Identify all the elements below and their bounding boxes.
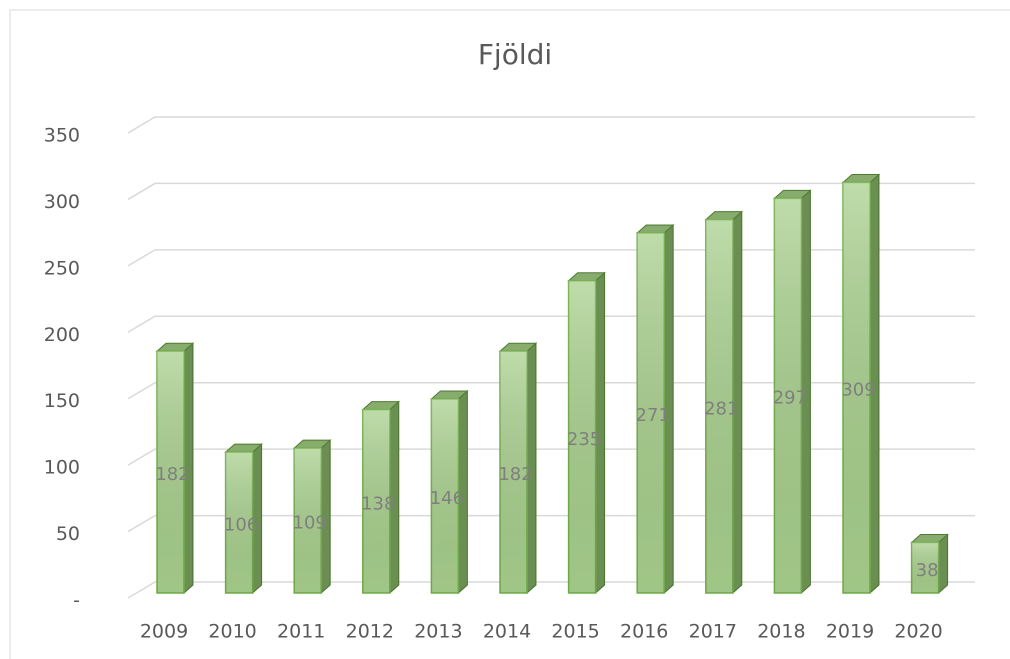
bar-gloss bbox=[843, 182, 870, 593]
grid-line bbox=[127, 315, 975, 333]
bar-top-shade bbox=[431, 391, 468, 400]
x-tick-label: 2016 bbox=[620, 621, 668, 643]
data-label: 281 bbox=[704, 398, 738, 419]
bar-side-shade bbox=[664, 224, 674, 593]
bar-gloss bbox=[774, 198, 802, 593]
data-label: 106 bbox=[224, 515, 258, 536]
y-tick-label: - bbox=[73, 590, 80, 612]
grid-line bbox=[127, 381, 975, 400]
x-tick-label: 2010 bbox=[208, 621, 256, 643]
x-tick-label: 2011 bbox=[277, 621, 325, 643]
grid-line bbox=[127, 581, 975, 599]
grid-line bbox=[127, 514, 975, 533]
x-tick-label: 2020 bbox=[894, 621, 942, 643]
bar-side-shade bbox=[184, 343, 193, 593]
grid-line bbox=[127, 249, 975, 267]
bar-top-shade bbox=[157, 343, 193, 352]
x-tick-label: 2019 bbox=[826, 621, 874, 643]
grid-line bbox=[127, 182, 975, 201]
x-tick-label: 2012 bbox=[346, 621, 394, 643]
chart-frame bbox=[9, 9, 1010, 659]
bar-gloss bbox=[637, 232, 665, 593]
y-tick-label: 250 bbox=[44, 257, 80, 279]
data-label: 146 bbox=[430, 488, 464, 509]
bar-side-shade bbox=[801, 190, 811, 593]
data-label: 297 bbox=[773, 388, 807, 409]
x-tick-label: 2015 bbox=[551, 621, 599, 643]
data-label: 235 bbox=[567, 429, 601, 450]
grid-line bbox=[127, 448, 975, 466]
data-label: 309 bbox=[841, 380, 875, 401]
chart-title: Fjöldi bbox=[478, 38, 552, 71]
bar-side-shade bbox=[389, 401, 399, 593]
bar-side-shade bbox=[527, 343, 536, 593]
bar-top-shade bbox=[568, 272, 605, 281]
bar-top-shade bbox=[362, 401, 399, 410]
x-tick-label: 2013 bbox=[414, 621, 462, 643]
x-tick-label: 2018 bbox=[757, 621, 805, 643]
bar-side-shade bbox=[732, 211, 742, 593]
y-tick-label: 300 bbox=[44, 191, 80, 213]
bar-gloss bbox=[157, 351, 184, 593]
bar-top-shade bbox=[294, 440, 331, 449]
x-tick-label: 2009 bbox=[140, 621, 188, 643]
bar-side-shade bbox=[458, 391, 468, 593]
bar-gloss bbox=[225, 452, 253, 593]
bar-gloss bbox=[362, 409, 390, 593]
bar-top-shade bbox=[637, 224, 674, 233]
data-label: 271 bbox=[636, 405, 670, 426]
bar-gloss bbox=[500, 351, 527, 593]
bar-side-shade bbox=[870, 174, 879, 593]
bar-top-shade bbox=[843, 174, 879, 183]
data-label: 138 bbox=[361, 493, 395, 514]
y-tick-label: 50 bbox=[56, 523, 80, 545]
bar-gloss bbox=[568, 280, 596, 593]
y-tick-label: 100 bbox=[44, 457, 80, 479]
bar-top-shade bbox=[500, 343, 536, 352]
bar-side-shade bbox=[938, 534, 948, 593]
bar-gloss bbox=[705, 219, 733, 593]
data-label: 38 bbox=[916, 560, 939, 581]
y-tick-label: 150 bbox=[44, 390, 80, 412]
y-tick-label: 350 bbox=[44, 125, 80, 147]
bar-gloss bbox=[911, 542, 939, 593]
bar-top-shade bbox=[774, 190, 811, 199]
bar-side-shade bbox=[321, 440, 331, 593]
data-label: 182 bbox=[498, 464, 532, 485]
grid-line bbox=[127, 116, 975, 134]
bar-gloss bbox=[294, 448, 322, 593]
bar-top-shade bbox=[225, 444, 262, 453]
x-tick-label: 2017 bbox=[689, 621, 737, 643]
y-tick-label: 200 bbox=[44, 324, 80, 346]
bar-side-shade bbox=[252, 444, 262, 593]
x-tick-label: 2014 bbox=[483, 621, 531, 643]
bar-top-shade bbox=[705, 211, 742, 220]
data-label: 109 bbox=[293, 513, 327, 534]
bar-top-shade bbox=[911, 534, 948, 543]
bar-gloss bbox=[431, 399, 459, 593]
data-label: 182 bbox=[155, 464, 189, 485]
bar-side-shade bbox=[595, 272, 605, 593]
